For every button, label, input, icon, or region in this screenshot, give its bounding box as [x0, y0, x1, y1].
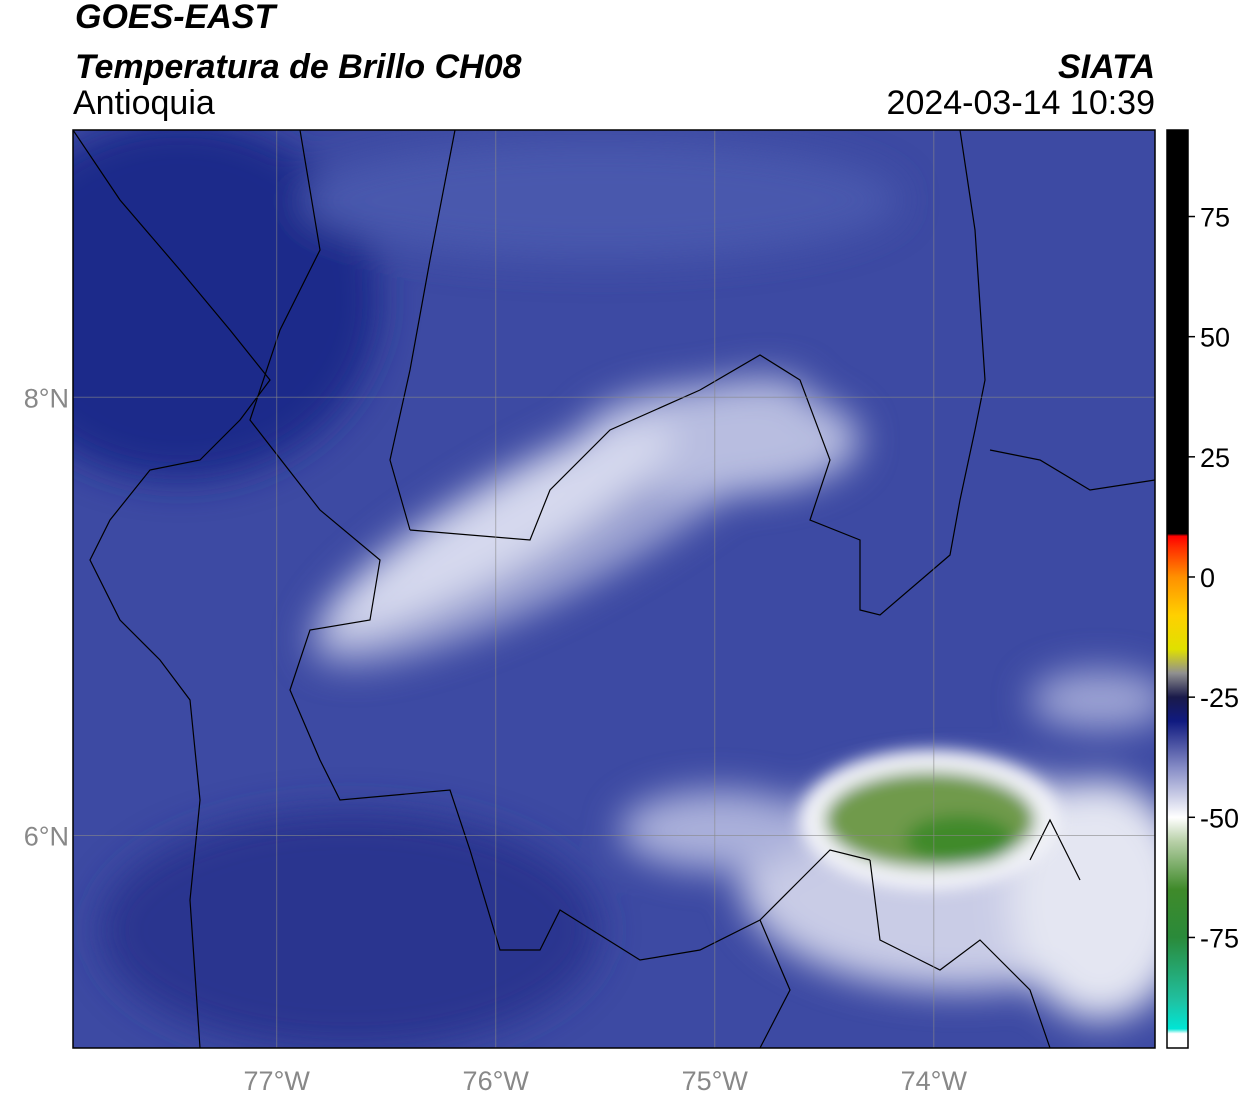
- subtitle: Temperatura de Brillo CH08: [75, 48, 522, 86]
- colorbar-tick-label: 0: [1200, 563, 1215, 593]
- map-frame: [72, 129, 1156, 1049]
- datetime: 2024-03-14 10:39: [887, 84, 1155, 122]
- y-tick-label: 8°N: [24, 383, 69, 413]
- colorbar-tick-label: 50: [1200, 323, 1230, 353]
- colorbar: [1167, 130, 1188, 1048]
- x-tick-label: 74°W: [901, 1066, 968, 1096]
- colorbar-tick-label: -75: [1200, 923, 1239, 953]
- colorbar-tick-label: 75: [1200, 203, 1230, 233]
- source: SIATA: [1058, 48, 1155, 86]
- title: GOES-EAST: [75, 0, 278, 36]
- x-tick-label: 76°W: [463, 1066, 530, 1096]
- colorbar-tick-label: -50: [1200, 803, 1239, 833]
- region: Antioquia: [73, 84, 215, 122]
- x-tick-label: 77°W: [244, 1066, 311, 1096]
- x-tick-label: 75°W: [682, 1066, 749, 1096]
- colorbar-tick-label: -25: [1200, 683, 1239, 713]
- map-image: [73, 130, 1155, 1048]
- y-tick-label: 6°N: [24, 821, 69, 851]
- colorbar-tick-label: 25: [1200, 443, 1230, 473]
- colorbar-frame: [1166, 129, 1189, 1049]
